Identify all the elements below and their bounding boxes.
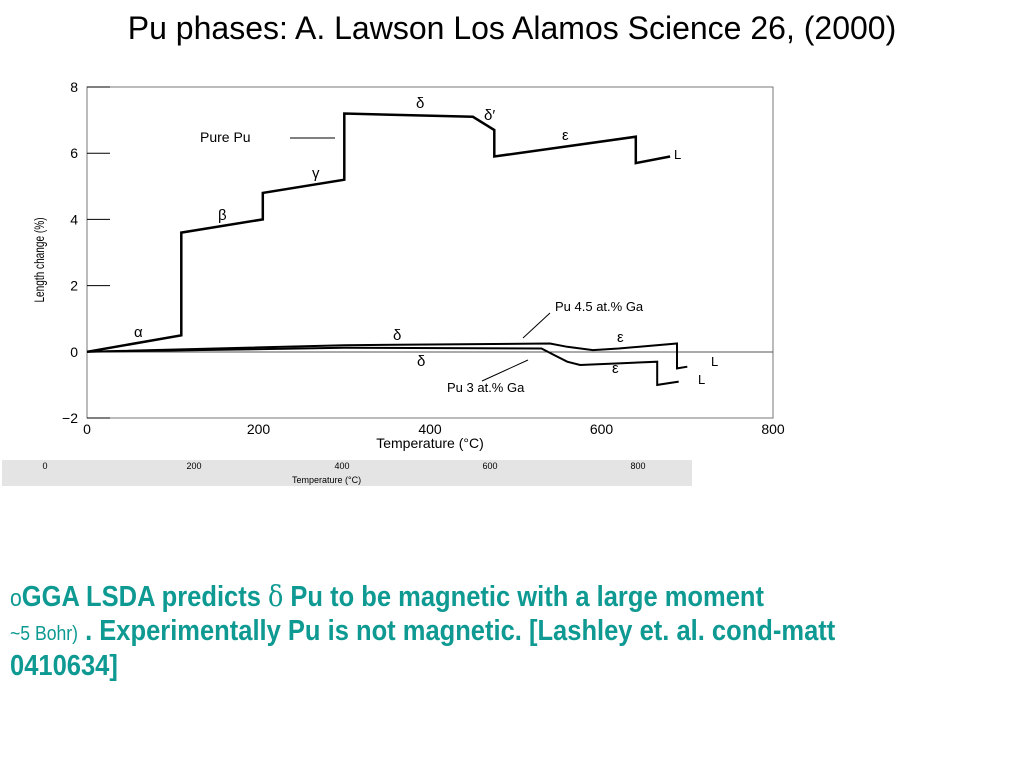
series-line [86, 346, 679, 387]
y-tick-label: 0 [70, 344, 78, 360]
y-tick-label: 2 [70, 278, 78, 294]
annotation-gamma: γ [312, 165, 320, 182]
series-lines [86, 112, 688, 387]
x-tick-label: 800 [761, 421, 785, 437]
x-tick-label: 400 [418, 421, 442, 437]
duplicate-axis-strip: 0 200 400 600 800 Temperature (°C) [2, 460, 692, 486]
plot-frame [86, 86, 774, 419]
strip-tick: 800 [630, 461, 646, 471]
y-tick-label: 6 [70, 145, 78, 161]
x-tick-label: 0 [83, 421, 91, 437]
leader-line [522, 312, 551, 339]
delta-symbol: δ [267, 579, 284, 613]
bullet-text-part1: GGA LSDA predicts [21, 581, 261, 613]
annotation-epsilon: ε [562, 127, 569, 144]
bullet-text: oGGA LSDA predicts δ Pu to be magnetic wit… [10, 580, 899, 682]
leader-line [481, 359, 529, 382]
y-tick-marks [87, 86, 110, 419]
x-axis-label: Temperature (°C) [376, 435, 484, 451]
x-tick-labels: 0 200 400 600 800 [83, 421, 785, 437]
y-tick-labels: −2 0 2 4 6 8 [62, 79, 78, 426]
annotation-delta-prime: δ′ [484, 107, 495, 124]
strip-tick: 0 [42, 461, 48, 471]
strip-tick: 200 [186, 461, 202, 471]
series-line [86, 112, 671, 354]
strip-tick: 400 [334, 461, 350, 471]
annotation-epsilon-3: ε [612, 360, 619, 377]
annotation-pu-3-ga: Pu 3 at.% Ga [447, 380, 525, 395]
annotation-epsilon-4-5: ε [617, 329, 624, 346]
y-tick-label: 8 [70, 79, 78, 95]
annotation-delta-4-5: δ [393, 327, 401, 344]
annotation-liquid: L [674, 147, 681, 162]
annotation-alpha: α [134, 324, 143, 341]
annotation-pure-pu: Pure Pu [200, 129, 251, 145]
x-tick-label: 200 [247, 421, 271, 437]
annotation-pu-4-5-ga: Pu 4.5 at.% Ga [555, 299, 644, 314]
y-tick-label: −2 [62, 410, 78, 426]
annotation-delta-3: δ [417, 353, 425, 370]
series-line [86, 342, 688, 370]
slide-title: Pu phases: A. Lawson Los Alamos Science … [127, 10, 897, 46]
annotation-delta: δ [416, 95, 424, 112]
strip-tick: 600 [482, 461, 498, 471]
y-tick-label: 4 [70, 211, 78, 227]
leader-lines [290, 137, 551, 382]
bullet-marker: o [10, 585, 22, 612]
y-axis-label: Length change (%) [31, 217, 47, 302]
strip-axis-label: Temperature (°C) [292, 475, 362, 485]
bullet-moment: ~5 Bohr) [10, 623, 78, 645]
annotation-beta: β [218, 207, 227, 224]
phase-chart: −2 0 2 4 6 8 0 200 400 600 800 Temperature (°C) L… [31, 79, 785, 451]
x-tick-label: 600 [590, 421, 614, 437]
annotation-liquid-3: L [698, 372, 705, 387]
annotation-liquid-4-5: L [711, 354, 718, 369]
bullet-text-part2: Pu to be magnetic with a large moment [290, 581, 764, 613]
bullet-text-part3: . Experimentally Pu is not magnetic. [La… [10, 615, 836, 682]
